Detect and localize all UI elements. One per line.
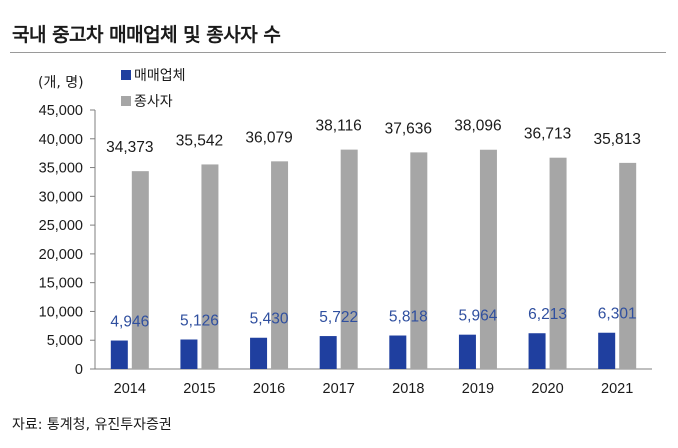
value-label-dealers: 4,946: [110, 314, 149, 331]
value-label-dealers: 5,430: [250, 311, 289, 328]
bars: [110, 149, 637, 369]
bar-employees: [410, 152, 428, 369]
value-label-employees: 35,542: [176, 132, 223, 149]
title-divider: [10, 52, 666, 53]
x-tick-label: 2021: [601, 381, 633, 397]
bar-employees: [271, 161, 289, 369]
y-tick-label: 45,000: [39, 103, 83, 119]
bar-employees: [201, 164, 219, 369]
bar-employees: [619, 162, 637, 369]
value-label-dealers: 6,301: [598, 306, 637, 323]
x-tick-label: 2018: [392, 381, 424, 397]
value-label-dealers: 5,964: [459, 308, 498, 325]
source-note: 자료: 통계청, 유진투자증권: [12, 417, 172, 433]
value-label-employees: 38,116: [316, 118, 362, 135]
value-label-employees: 34,373: [106, 139, 153, 156]
value-label-employees: 38,096: [454, 118, 501, 135]
x-tick-label: 2014: [114, 381, 146, 397]
bar-dealers: [389, 335, 407, 369]
y-tick-label: 40,000: [39, 132, 83, 148]
y-tick-label: 15,000: [39, 276, 83, 292]
y-tick-label: 0: [75, 362, 83, 378]
x-tick-label: 2016: [253, 381, 285, 397]
y-tick-label: 5,000: [47, 333, 83, 349]
y-axis-unit-label: (개, 명): [38, 75, 84, 91]
bar-employees: [131, 171, 149, 369]
bar-employees: [340, 149, 358, 369]
y-tick-label: 20,000: [39, 247, 83, 263]
value-label-dealers: 5,126: [180, 312, 219, 329]
legend-swatch-dealers: [121, 70, 131, 80]
value-label-dealers: 5,818: [389, 309, 428, 326]
value-label-employees: 35,813: [593, 131, 640, 148]
legend-swatch-employees: [121, 96, 131, 106]
bar-dealers: [180, 339, 198, 369]
bar-dealers: [110, 340, 128, 369]
value-label-employees: 36,079: [245, 129, 292, 146]
bar-employees: [549, 157, 567, 369]
value-label-dealers: 6,213: [528, 306, 567, 323]
value-label-employees: 37,636: [385, 120, 432, 137]
x-tick-label: 2015: [183, 381, 215, 397]
x-tick-label: 2019: [462, 381, 494, 397]
y-tick-label: 35,000: [39, 161, 83, 177]
value-label-employees: 36,713: [524, 126, 571, 143]
legend-label-employees: 종사자: [134, 94, 173, 110]
value-labels: 4,946 34,373 5,126 35,542 5,430 36,079 5,722 38…: [106, 118, 641, 331]
x-axis: 2014 2015 2016 2017 2018 2019 2020 2021: [95, 368, 652, 397]
legend: 매매업체 종사자: [121, 68, 186, 110]
bar-dealers: [458, 334, 476, 369]
bar-dealers: [250, 337, 268, 369]
bar-employees: [479, 149, 497, 369]
y-tick-label: 10,000: [39, 304, 83, 320]
y-tick-label: 25,000: [39, 218, 83, 234]
chart-title: 국내 중고차 매매업체 및 종사자 수: [12, 24, 281, 46]
y-tick-label: 30,000: [39, 189, 83, 205]
value-label-dealers: 5,722: [319, 309, 358, 326]
bar-dealers: [319, 336, 337, 369]
y-axis: 0 5,000 10,000 15,000 20,000 25,000 30,000 35,0…: [39, 103, 96, 378]
bar-dealers: [528, 333, 546, 369]
legend-label-dealers: 매매업체: [134, 68, 186, 84]
bar-dealers: [598, 332, 616, 369]
x-tick-label: 2017: [323, 381, 355, 397]
x-tick-label: 2020: [531, 381, 563, 397]
